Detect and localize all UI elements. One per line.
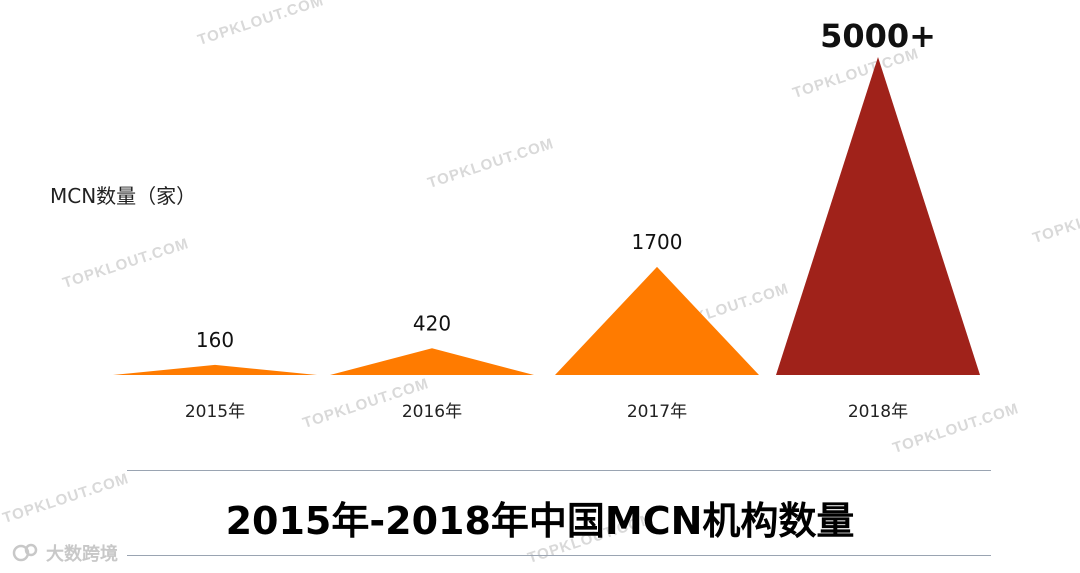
divider-top [127,470,991,471]
bar-2017年 [555,266,759,375]
x-tick-label-2016年: 2016年 [402,402,462,422]
logo-text: 大数跨境 [46,544,118,565]
logo-icon [12,543,38,562]
x-tick-label-2017年: 2017年 [627,402,687,422]
data-label-2016年: 420 [413,311,451,335]
chart-plot: 160 2015年 420 2016年 1700 2017年 5000+ 2018年 [113,17,980,422]
y-axis-label: MCN数量（家） [50,184,197,208]
x-tick-label-2018年: 2018年 [848,402,908,422]
logo: 大数跨境 [12,540,118,566]
bar-2018年 [776,57,980,375]
bar-2015年 [113,364,317,375]
data-label-2015年: 160 [196,328,234,352]
chart-title: 2015年-2018年中国MCN机构数量 [225,499,855,543]
x-tick-label-2015年: 2015年 [185,402,245,422]
data-label-2018年: 5000+ [820,17,936,55]
bar-2016年 [330,348,534,375]
data-label-2017年: 1700 [632,230,683,254]
divider-bottom [127,555,991,556]
